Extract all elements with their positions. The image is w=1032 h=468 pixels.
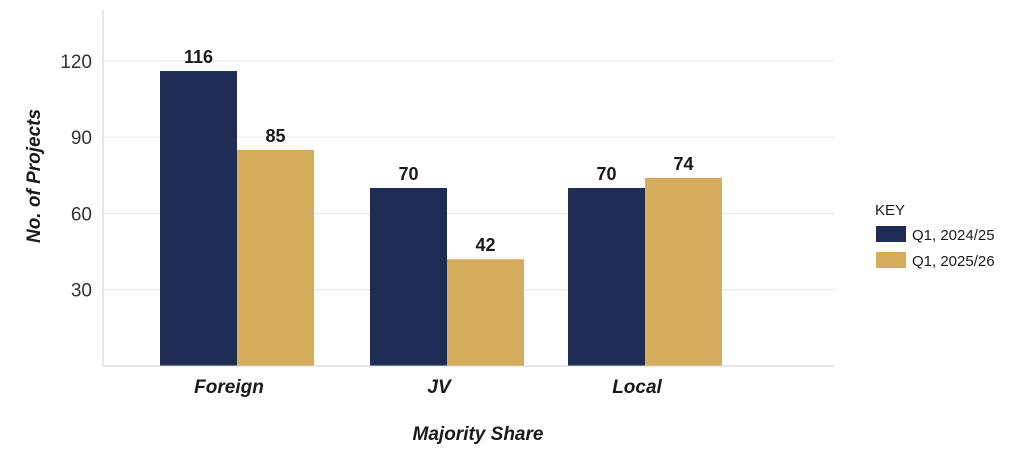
y-tick-label: 120 <box>60 52 92 73</box>
data-label: 70 <box>596 164 616 184</box>
legend: KEY Q1, 2024/25 Q1, 2025/26 <box>875 202 995 270</box>
legend-swatch <box>876 226 906 242</box>
data-label: 70 <box>398 164 418 184</box>
legend-swatch <box>876 252 906 268</box>
x-tick-label: Foreign <box>194 377 264 398</box>
data-labels: 116 85 70 42 70 74 <box>184 47 694 255</box>
bar-jv-series-2 <box>447 259 524 366</box>
y-tick-labels: 30 60 90 120 <box>60 52 92 302</box>
x-tick-labels: Foreign JV Local <box>194 377 662 398</box>
legend-label: Q1, 2025/26 <box>912 253 995 270</box>
data-label: 116 <box>184 47 213 67</box>
y-axis-title: No. of Projects <box>24 109 45 243</box>
bar-local-series-1 <box>568 188 645 366</box>
bar-foreign-series-2 <box>237 149 314 366</box>
y-tick-label: 30 <box>71 281 92 302</box>
x-tick-label: Local <box>612 377 662 398</box>
legend-label: Q1, 2024/25 <box>912 227 995 244</box>
data-label: 42 <box>475 235 495 255</box>
bar-jv-series-1 <box>370 188 447 366</box>
bar-foreign-series-1 <box>160 71 237 367</box>
legend-title: KEY <box>875 202 905 219</box>
x-tick-label: JV <box>427 377 452 398</box>
y-tick-label: 90 <box>71 128 92 149</box>
y-tick-label: 60 <box>71 204 92 225</box>
bars <box>160 71 722 367</box>
data-label: 85 <box>265 126 285 146</box>
data-label: 74 <box>673 154 693 174</box>
x-axis-title: Majority Share <box>413 424 544 445</box>
bar-local-series-2 <box>645 177 722 366</box>
